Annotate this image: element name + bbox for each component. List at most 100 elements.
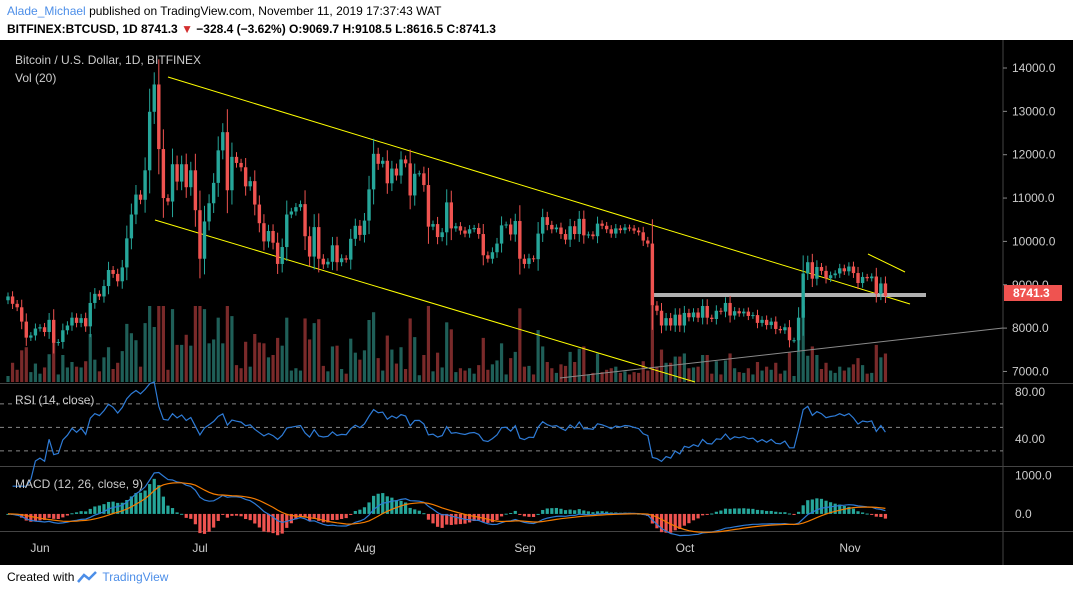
candle bbox=[248, 176, 252, 191]
candle-body bbox=[312, 227, 316, 257]
volume-bar bbox=[696, 366, 700, 382]
candle bbox=[207, 194, 211, 231]
candle bbox=[728, 295, 732, 323]
time-tick-label: Nov bbox=[839, 541, 860, 555]
candle bbox=[586, 231, 591, 239]
open-value: 9069.7 bbox=[302, 22, 340, 36]
candle bbox=[417, 170, 421, 177]
volume-bar bbox=[769, 369, 773, 382]
volume-bar bbox=[175, 344, 179, 382]
candle bbox=[764, 315, 769, 330]
author-link[interactable]: Alade_Michael bbox=[7, 4, 86, 18]
macd-histogram-bar bbox=[161, 496, 165, 514]
candle-body bbox=[595, 223, 600, 237]
volume-bar bbox=[312, 323, 316, 382]
candle-body bbox=[431, 224, 435, 227]
candle bbox=[88, 292, 92, 338]
close-label: C: bbox=[446, 22, 460, 36]
volume-bar bbox=[664, 362, 668, 382]
macd-tick-label: 0.0 bbox=[1015, 507, 1032, 521]
macd-histogram-bar bbox=[815, 498, 819, 514]
volume-bar bbox=[129, 333, 133, 382]
candle-body bbox=[358, 225, 362, 235]
candle bbox=[486, 251, 490, 263]
macd-histogram-bar bbox=[787, 513, 792, 515]
chart-canvas[interactable]: 14000.013000.012000.011000.010000.09000.… bbox=[0, 40, 1073, 565]
candle bbox=[243, 157, 248, 196]
candle bbox=[445, 189, 449, 246]
macd-histogram-bar bbox=[765, 510, 769, 514]
candle-body bbox=[20, 307, 24, 322]
macd-histogram-bar bbox=[367, 502, 371, 514]
candle-body bbox=[317, 227, 321, 259]
candle bbox=[198, 190, 202, 279]
candle-body bbox=[815, 266, 819, 279]
candle-body bbox=[344, 258, 348, 260]
volume-bar bbox=[440, 367, 444, 382]
candle bbox=[271, 224, 275, 250]
macd-histogram-bar bbox=[353, 511, 357, 514]
time-tick-label: Jul bbox=[192, 541, 207, 555]
high-value: 9108.5 bbox=[355, 22, 392, 36]
volume-bar bbox=[541, 346, 545, 382]
time-tick-label: Aug bbox=[354, 541, 375, 555]
candle-body bbox=[294, 207, 298, 212]
macd-histogram-bar bbox=[851, 508, 856, 514]
candle bbox=[769, 317, 773, 329]
volume-bar bbox=[134, 340, 138, 382]
candle bbox=[632, 225, 636, 234]
macd-histogram-bar bbox=[362, 507, 367, 514]
candle-body bbox=[289, 211, 294, 215]
volume-bar bbox=[266, 357, 271, 382]
candle-body bbox=[851, 266, 856, 274]
candle bbox=[20, 299, 24, 330]
candle-body bbox=[536, 233, 540, 260]
volume-bar bbox=[467, 368, 472, 382]
candle-body bbox=[828, 275, 833, 279]
candle-body bbox=[600, 223, 604, 226]
candle bbox=[6, 292, 10, 305]
candle-body bbox=[106, 270, 111, 287]
candle-body bbox=[618, 228, 623, 231]
price-tick-label: 12000.0 bbox=[1012, 148, 1056, 162]
macd-histogram-bar bbox=[435, 513, 440, 527]
volume-bar bbox=[56, 374, 60, 382]
macd-histogram-bar bbox=[879, 513, 883, 518]
volume-bar bbox=[262, 343, 266, 382]
publish-text: published on TradingView.com, November 1… bbox=[89, 4, 442, 18]
candle-body bbox=[371, 153, 376, 190]
volume-bar bbox=[691, 367, 696, 382]
volume-bar bbox=[801, 306, 805, 382]
volume-bar bbox=[883, 353, 888, 382]
tradingview-link[interactable]: TradingView bbox=[102, 570, 169, 584]
candle bbox=[860, 272, 865, 288]
volume-bar bbox=[499, 343, 504, 382]
macd-histogram-bar bbox=[797, 511, 801, 514]
candle-body bbox=[513, 221, 517, 235]
candle bbox=[536, 222, 540, 271]
macd-histogram-bar bbox=[659, 513, 664, 533]
candle bbox=[157, 59, 161, 175]
macd-histogram-bar bbox=[582, 510, 586, 514]
candle bbox=[399, 151, 403, 184]
candle bbox=[230, 142, 234, 205]
rsi-pane bbox=[0, 381, 1003, 487]
volume-bar bbox=[705, 355, 709, 382]
macd-histogram-bar bbox=[737, 508, 741, 514]
candle-body bbox=[518, 221, 522, 259]
macd-histogram-bar bbox=[138, 492, 143, 514]
volume-bar bbox=[755, 362, 760, 382]
macd-histogram-bar bbox=[778, 512, 782, 514]
macd-histogram-bar bbox=[56, 513, 60, 520]
candle bbox=[285, 200, 289, 262]
volume-bar bbox=[248, 366, 252, 382]
volume-bar bbox=[353, 352, 357, 382]
candle bbox=[499, 216, 504, 253]
macd-histogram-bar bbox=[326, 513, 330, 523]
candle-body bbox=[673, 314, 677, 326]
candle-body bbox=[376, 153, 380, 164]
candle bbox=[719, 307, 723, 315]
candle-body bbox=[655, 305, 659, 311]
candle bbox=[883, 276, 888, 303]
candle-body bbox=[641, 232, 645, 241]
